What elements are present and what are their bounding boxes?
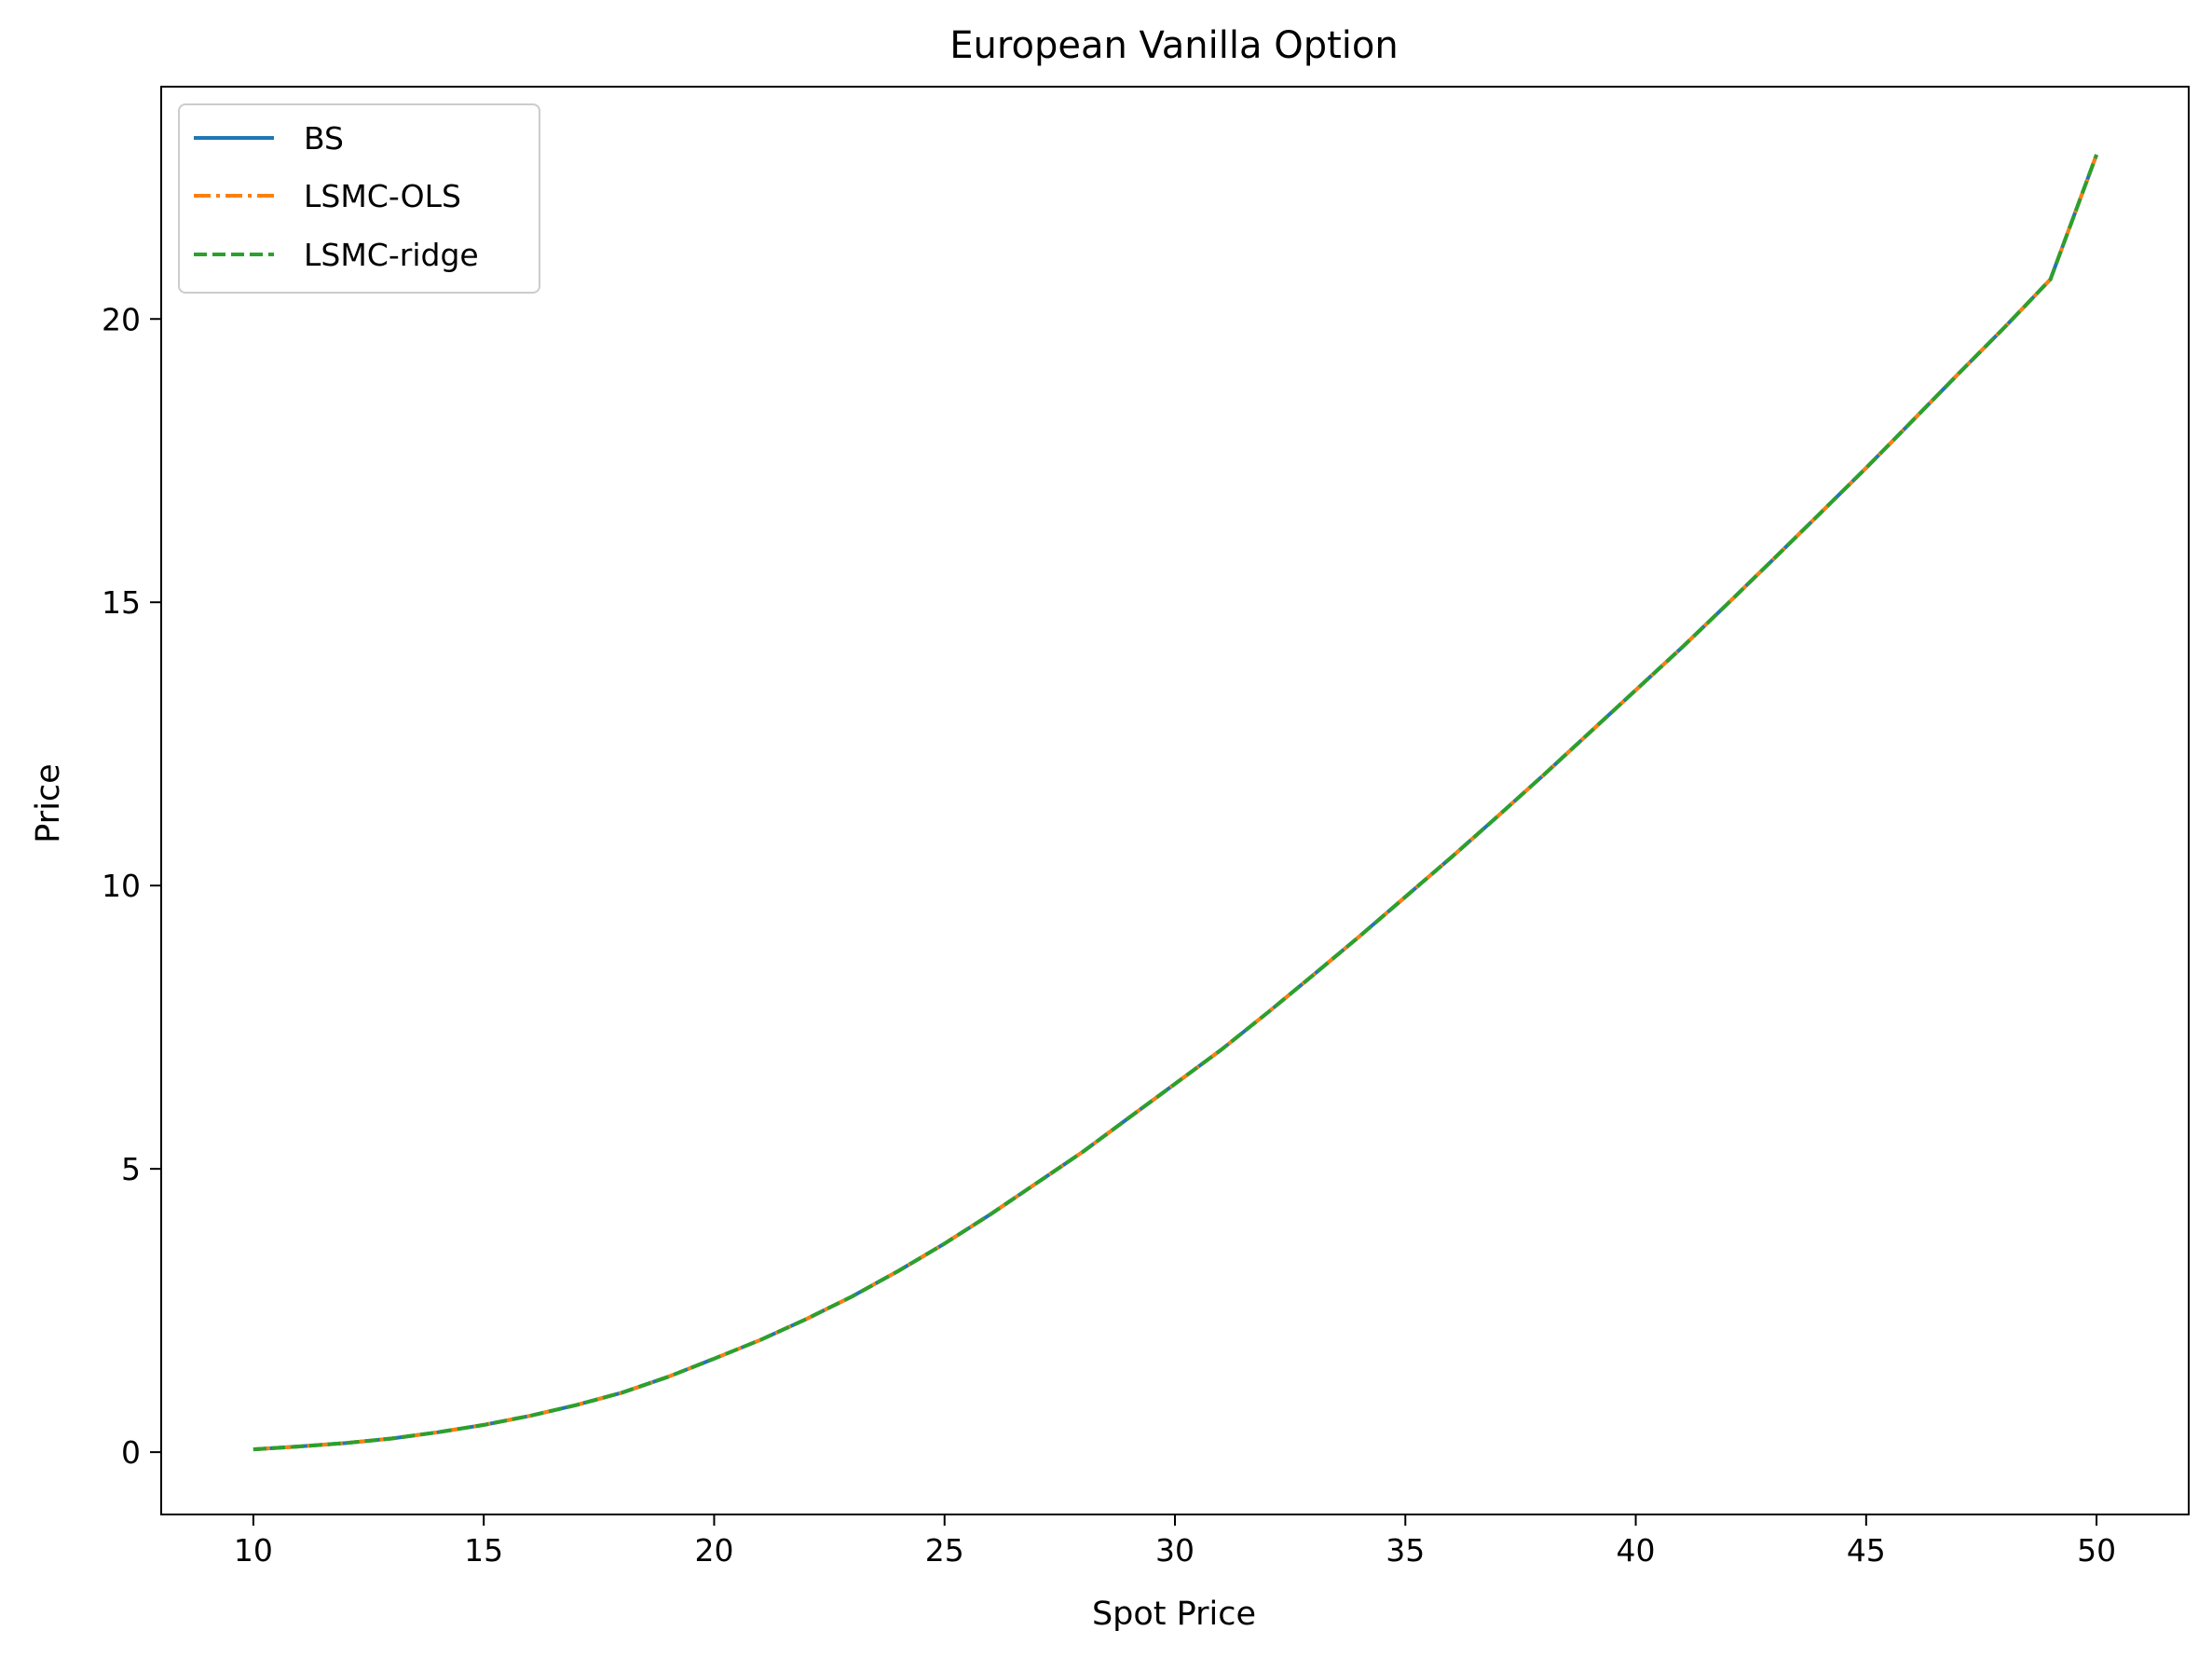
y-tick-label: 10 xyxy=(102,868,141,904)
series-layer xyxy=(253,154,2098,1452)
legend: BS LSMC-OLS LSMC-ridge xyxy=(178,103,540,294)
legend-label-lsmc-ridge: LSMC-ridge xyxy=(304,237,479,273)
x-tick-label: 40 xyxy=(1617,1532,1656,1569)
x-tick-label: 35 xyxy=(1386,1532,1425,1569)
y-axis: 0 5 10 15 20 xyxy=(102,301,161,1471)
chart-title: European Vanilla Option xyxy=(949,24,1398,67)
x-tick-label: 20 xyxy=(694,1532,733,1569)
x-tick-label: 45 xyxy=(1847,1532,1886,1569)
y-axis-label: Price xyxy=(30,763,67,843)
y-tick-label: 15 xyxy=(102,584,141,621)
x-tick-label: 15 xyxy=(464,1532,503,1569)
legend-label-bs: BS xyxy=(304,120,344,157)
x-tick-label: 30 xyxy=(1155,1532,1195,1569)
x-tick-label: 10 xyxy=(234,1532,273,1569)
y-tick-label: 0 xyxy=(121,1434,141,1471)
y-tick-label: 5 xyxy=(121,1151,141,1187)
y-tick-label: 20 xyxy=(102,301,141,337)
series-line-lsmc-ridge xyxy=(253,154,2098,1452)
legend-label-lsmc-ols: LSMC-OLS xyxy=(304,178,461,214)
x-axis-label: Spot Price xyxy=(1092,1596,1256,1633)
x-tick-label: 50 xyxy=(2077,1532,2116,1569)
x-axis: 10 15 20 25 30 35 40 45 50 xyxy=(234,1514,2116,1569)
legend-box xyxy=(178,103,540,294)
x-tick-label: 25 xyxy=(925,1532,964,1569)
